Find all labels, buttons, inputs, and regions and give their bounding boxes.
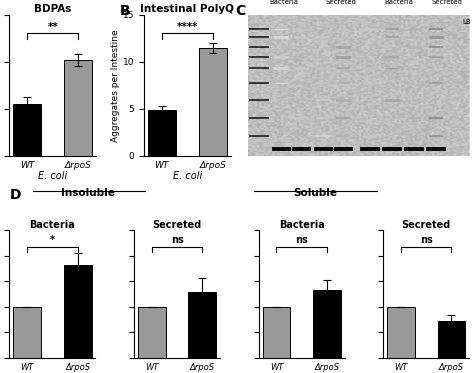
Bar: [188, 292, 216, 358]
Bar: [64, 265, 91, 358]
Title: Bacteria: Bacteria: [279, 220, 325, 230]
Text: B: B: [119, 4, 130, 18]
Text: D: D: [9, 188, 21, 203]
Title: Intestinal PolyQ: Intestinal PolyQ: [140, 4, 234, 14]
Title: Secreted: Secreted: [153, 220, 202, 230]
Text: Soluble: Soluble: [293, 188, 337, 198]
Text: ns: ns: [295, 235, 308, 245]
Text: **: **: [47, 22, 58, 32]
Title: Bacteria: Bacteria: [29, 220, 75, 230]
Bar: [148, 110, 176, 156]
Bar: [387, 307, 415, 358]
Text: ns: ns: [420, 235, 433, 245]
Title: Secreted: Secreted: [401, 220, 451, 230]
Y-axis label: Aggregates per Intestine: Aggregates per Intestine: [111, 29, 120, 142]
Title: BDPAs: BDPAs: [34, 4, 72, 14]
Text: Insoluble: Insoluble: [61, 188, 115, 198]
Text: ****: ****: [176, 22, 198, 32]
Bar: [64, 60, 92, 156]
Bar: [313, 290, 341, 358]
X-axis label: E. coli: E. coli: [173, 171, 202, 181]
Text: LB: LB: [463, 19, 471, 25]
Text: Bacteria: Bacteria: [384, 0, 413, 4]
Bar: [138, 307, 166, 358]
Bar: [13, 104, 41, 156]
Bar: [438, 321, 465, 358]
Text: C: C: [235, 4, 245, 18]
X-axis label: E. coli: E. coli: [38, 171, 67, 181]
Bar: [13, 307, 41, 358]
Bar: [263, 307, 291, 358]
Text: Bacteria: Bacteria: [269, 0, 298, 4]
Text: Secreted: Secreted: [326, 0, 356, 4]
Bar: [199, 48, 227, 156]
Text: Secreted: Secreted: [432, 0, 463, 4]
Text: ns: ns: [171, 235, 183, 245]
Text: *: *: [50, 235, 55, 245]
